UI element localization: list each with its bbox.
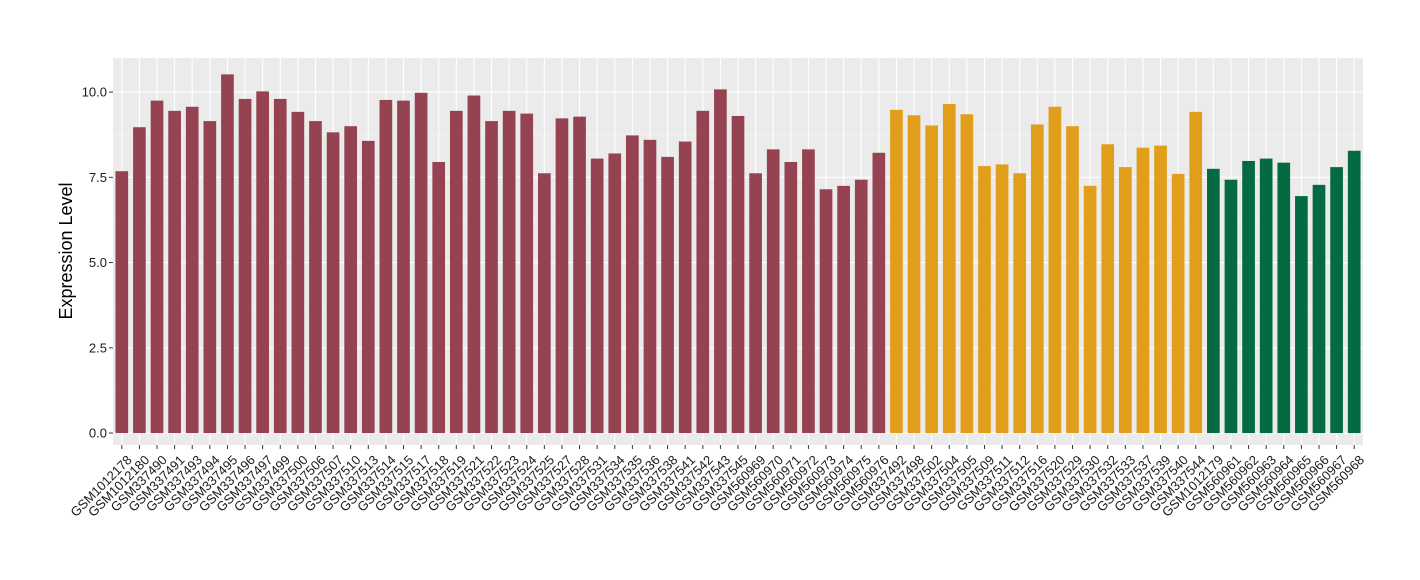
bar	[221, 74, 234, 434]
bar	[1347, 150, 1361, 434]
bar	[819, 189, 833, 434]
y-tick-label: 7.5	[89, 170, 107, 185]
bar	[1154, 145, 1167, 434]
bar	[185, 106, 199, 434]
y-axis-title: Expression Level	[56, 182, 76, 319]
bar	[432, 161, 446, 434]
bar	[414, 92, 428, 434]
bar	[344, 126, 358, 434]
bar	[309, 121, 322, 434]
bar	[590, 158, 604, 434]
bar	[1295, 196, 1308, 434]
bar	[1013, 173, 1027, 434]
bar	[1136, 147, 1150, 434]
bar	[115, 171, 129, 434]
bar	[1118, 167, 1132, 434]
bar	[854, 179, 868, 434]
bar	[784, 161, 798, 434]
bar	[907, 115, 921, 434]
bar	[1101, 144, 1115, 434]
x-axis: GSM1012178GSM1012180GSM337490GSM337491GS…	[67, 445, 1367, 520]
bar	[467, 95, 481, 434]
bar	[1312, 184, 1326, 434]
y-tick-label: 2.5	[89, 340, 107, 355]
bar	[520, 113, 534, 434]
bar	[661, 156, 674, 434]
bar	[273, 98, 287, 434]
bar	[1259, 158, 1273, 434]
bar	[502, 110, 516, 434]
bar	[978, 166, 991, 434]
bar	[766, 149, 780, 434]
bar	[1030, 124, 1044, 434]
bar	[960, 114, 974, 434]
bar	[714, 89, 727, 434]
bar	[731, 115, 745, 434]
bar	[361, 140, 375, 434]
bar	[538, 173, 551, 434]
bar	[995, 164, 1009, 434]
y-tick-label: 0.0	[89, 426, 107, 441]
y-axis: 0.0 2.5 5.0 7.5 10.0	[82, 85, 113, 441]
y-tick-label: 5.0	[89, 255, 107, 270]
bar	[925, 125, 938, 434]
bar	[326, 132, 340, 434]
bar	[133, 127, 146, 434]
bar	[256, 91, 269, 434]
bar	[1330, 167, 1343, 434]
bar	[942, 104, 956, 434]
bar	[168, 110, 181, 434]
bar	[150, 100, 164, 434]
bar	[1277, 162, 1291, 434]
bar	[203, 121, 217, 434]
bar	[397, 100, 410, 434]
bar	[1083, 185, 1097, 434]
bar	[872, 152, 886, 434]
bar	[573, 116, 586, 434]
bar	[678, 141, 692, 434]
bar	[555, 118, 569, 434]
bar	[749, 173, 762, 434]
y-tick-label: 10.0	[82, 85, 107, 100]
bar	[1224, 179, 1238, 434]
bar	[485, 121, 498, 434]
bar	[1189, 111, 1203, 434]
bar	[608, 153, 622, 434]
bars	[115, 74, 1361, 434]
bar	[1242, 160, 1255, 434]
bar	[449, 110, 463, 434]
bar	[1171, 173, 1185, 434]
bar	[1207, 168, 1220, 434]
bar	[626, 135, 639, 434]
bar	[643, 139, 657, 434]
bar	[696, 110, 710, 434]
bar	[1066, 126, 1079, 434]
bar	[802, 149, 815, 434]
bar	[837, 185, 850, 434]
bar	[1048, 106, 1062, 434]
bar	[890, 109, 903, 434]
bar	[291, 111, 305, 434]
bar	[379, 99, 393, 434]
bar	[238, 98, 252, 434]
